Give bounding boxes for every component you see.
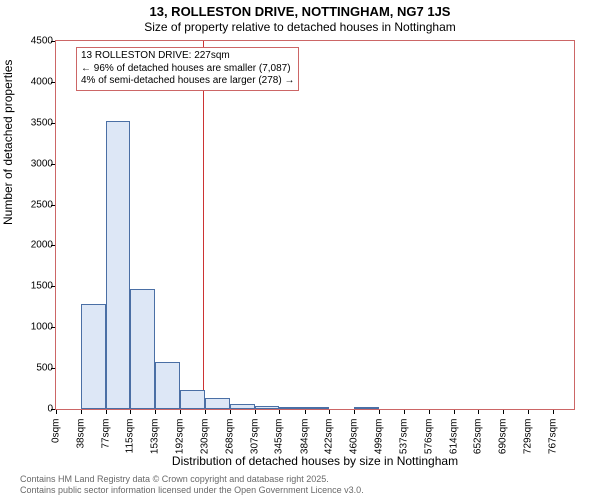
- histogram-bar: [130, 289, 155, 409]
- x-tick-label: 422sqm: [324, 419, 335, 459]
- histogram-bar: [180, 390, 205, 409]
- footer-credits: Contains HM Land Registry data © Crown c…: [20, 474, 364, 496]
- x-tick-label: 268sqm: [224, 419, 235, 459]
- chart-title-sub: Size of property relative to detached ho…: [0, 20, 600, 34]
- histogram-bar: [230, 404, 255, 409]
- x-tick-mark: [230, 410, 231, 414]
- y-tick-label: 0: [8, 404, 53, 415]
- y-tick-label: 4000: [8, 76, 53, 87]
- x-tick-mark: [454, 410, 455, 414]
- x-tick-mark: [180, 410, 181, 414]
- x-tick-mark: [553, 410, 554, 414]
- x-tick-mark: [81, 410, 82, 414]
- chart-container: 13, ROLLESTON DRIVE, NOTTINGHAM, NG7 1JS…: [0, 0, 600, 500]
- x-tick-label: 307sqm: [249, 419, 260, 459]
- x-tick-label: 576sqm: [423, 419, 434, 459]
- x-tick-mark: [155, 410, 156, 414]
- histogram-bar: [305, 407, 330, 409]
- x-tick-mark: [106, 410, 107, 414]
- x-tick-mark: [429, 410, 430, 414]
- footer-line-1: Contains HM Land Registry data © Crown c…: [20, 474, 364, 485]
- x-tick-mark: [503, 410, 504, 414]
- histogram-bar: [81, 304, 106, 409]
- x-tick-label: 0sqm: [51, 419, 62, 459]
- plot-area: 13 ROLLESTON DRIVE: 227sqm ← 96% of deta…: [55, 40, 575, 410]
- x-tick-label: 690sqm: [497, 419, 508, 459]
- histogram-bar: [155, 362, 180, 409]
- x-tick-mark: [255, 410, 256, 414]
- y-tick-label: 2500: [8, 199, 53, 210]
- x-tick-mark: [478, 410, 479, 414]
- x-tick-mark: [56, 410, 57, 414]
- footer-line-2: Contains public sector information licen…: [20, 485, 364, 496]
- x-axis-label: Distribution of detached houses by size …: [55, 454, 575, 468]
- y-tick-label: 500: [8, 363, 53, 374]
- x-tick-mark: [130, 410, 131, 414]
- x-tick-label: 767sqm: [547, 419, 558, 459]
- x-tick-mark: [379, 410, 380, 414]
- x-tick-mark: [528, 410, 529, 414]
- y-tick-label: 2000: [8, 240, 53, 251]
- y-tick-label: 3000: [8, 158, 53, 169]
- histogram-bar: [354, 407, 379, 409]
- x-tick-label: 38sqm: [75, 419, 86, 459]
- x-tick-label: 115sqm: [125, 419, 136, 459]
- y-tick-label: 1000: [8, 322, 53, 333]
- histogram-bar: [205, 398, 230, 409]
- x-tick-label: 614sqm: [448, 419, 459, 459]
- x-tick-label: 537sqm: [398, 419, 409, 459]
- x-tick-label: 384sqm: [299, 419, 310, 459]
- chart-title-main: 13, ROLLESTON DRIVE, NOTTINGHAM, NG7 1JS: [0, 4, 600, 19]
- x-tick-label: 153sqm: [150, 419, 161, 459]
- x-tick-label: 77sqm: [100, 419, 111, 459]
- histogram-bar: [255, 406, 280, 409]
- annotation-box: 13 ROLLESTON DRIVE: 227sqm ← 96% of deta…: [76, 47, 299, 91]
- histogram-bar: [279, 407, 304, 409]
- y-tick-label: 3500: [8, 117, 53, 128]
- x-tick-mark: [329, 410, 330, 414]
- histogram-bar: [106, 121, 131, 409]
- x-tick-label: 460sqm: [348, 419, 359, 459]
- x-tick-label: 652sqm: [473, 419, 484, 459]
- x-tick-mark: [279, 410, 280, 414]
- x-tick-label: 192sqm: [175, 419, 186, 459]
- x-tick-label: 345sqm: [274, 419, 285, 459]
- x-tick-mark: [305, 410, 306, 414]
- annotation-line-2: ← 96% of detached houses are smaller (7,…: [81, 63, 294, 76]
- x-tick-mark: [404, 410, 405, 414]
- x-tick-mark: [354, 410, 355, 414]
- reference-line: [203, 41, 204, 409]
- y-tick-label: 1500: [8, 281, 53, 292]
- x-tick-label: 729sqm: [523, 419, 534, 459]
- annotation-line-3: 4% of semi-detached houses are larger (2…: [81, 75, 294, 88]
- x-tick-label: 499sqm: [374, 419, 385, 459]
- annotation-line-1: 13 ROLLESTON DRIVE: 227sqm: [81, 50, 294, 63]
- y-tick-label: 4500: [8, 36, 53, 47]
- x-tick-label: 230sqm: [199, 419, 210, 459]
- x-tick-mark: [205, 410, 206, 414]
